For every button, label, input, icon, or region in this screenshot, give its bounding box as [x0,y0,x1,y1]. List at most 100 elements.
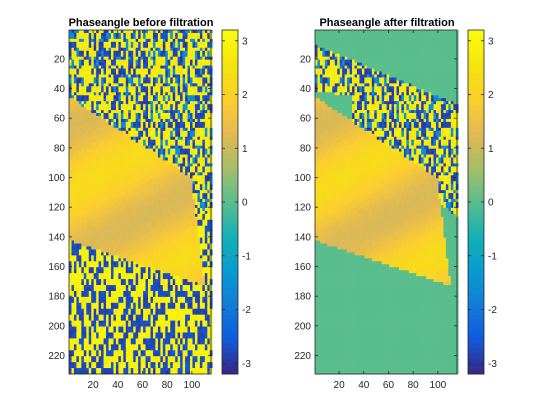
heatmap-cell [106,246,109,250]
heatmap-cell [113,151,117,155]
heatmap-cell [207,89,211,93]
heatmap-cell [182,77,186,81]
heatmap-cell [128,113,132,117]
heatmap-cell [162,234,166,238]
heatmap-cell [204,56,208,60]
heatmap-cell [182,116,186,120]
heatmap-cell [71,273,75,277]
heatmap-cell [204,30,208,34]
heatmap-cell [130,124,134,129]
heatmap-cell [155,35,159,40]
heatmap-cell [96,255,99,259]
heatmap-cell [98,50,102,55]
heatmap-cell [175,142,178,146]
heatmap-cell [108,279,112,283]
heatmap-cell [202,136,206,141]
heatmap-cell [130,181,134,185]
heatmap-cell [185,196,188,200]
heatmap-cell [202,196,206,200]
heatmap-cell [118,255,122,259]
heatmap-cell [120,136,124,141]
heatmap-cell [165,136,169,141]
heatmap-cell [108,222,112,227]
heatmap-cell [135,113,139,117]
heatmap-cell [91,101,94,105]
heatmap-cell [135,92,139,96]
heatmap-cell [145,225,149,229]
heatmap-cell [202,213,206,218]
heatmap-cell [135,77,139,81]
heatmap-cell [148,92,151,96]
heatmap-cell [135,273,139,277]
heatmap-cell [135,83,139,87]
heatmap-cell [172,107,176,111]
heatmap-cell [93,127,97,132]
heatmap-cell [125,121,129,126]
heatmap-cell [180,190,183,194]
heatmap-cell [106,163,109,167]
heatmap-cell [113,202,117,206]
heatmap-cell [128,187,132,191]
heatmap-cell [199,237,203,241]
heatmap-cell [88,80,92,84]
heatmap-cell [157,187,161,191]
heatmap-cell [69,53,72,57]
heatmap-cell [130,154,134,158]
heatmap-cell [138,41,141,46]
heatmap-cell [167,216,171,221]
heatmap-cell [106,258,109,262]
heatmap-cell [69,178,72,182]
heatmap-cell [190,225,193,229]
heatmap-cell [185,41,188,46]
heatmap-cell [115,163,119,167]
heatmap-cell [140,62,144,66]
heatmap-cell [197,187,201,191]
heatmap-cell [165,234,169,238]
heatmap-cell [98,246,102,250]
heatmap-cell [185,273,188,277]
heatmap-cell [185,228,188,232]
heatmap-cell [157,139,161,143]
heatmap-cell [199,175,203,179]
heatmap-cell [143,118,146,123]
heatmap-cell [76,261,80,265]
heatmap-cell [130,187,134,191]
heatmap-cell [202,163,206,167]
heatmap-cell [160,77,164,81]
heatmap-cell [69,157,72,161]
heatmap-cell [157,243,161,247]
heatmap-cell [197,142,201,146]
heatmap-cell [162,178,166,182]
heatmap-cell [143,216,146,221]
heatmap-cell [182,222,186,227]
heatmap-cell [98,80,102,84]
heatmap-cell [207,166,211,170]
heatmap-cell [207,74,211,78]
heatmap-cell [190,166,193,170]
heatmap-cell [133,184,136,188]
heatmap-cell [172,181,176,185]
heatmap-cell [197,101,201,105]
heatmap-cell [160,127,164,132]
heatmap-cell [194,154,198,158]
heatmap-cell [172,77,176,81]
heatmap-cell [185,202,188,206]
heatmap-cell [73,56,77,60]
heatmap-cell [93,148,97,152]
heatmap-cell [130,231,134,235]
heatmap-cell [152,193,156,197]
heatmap-cell [101,222,104,227]
heatmap-cell [86,124,90,129]
heatmap-cell [204,71,208,75]
heatmap-cell [152,86,156,90]
heatmap-cell [96,169,99,173]
heatmap-cell [128,199,132,203]
heatmap-cell [78,56,82,60]
heatmap-cell [133,148,136,152]
heatmap-cell [145,264,149,268]
heatmap-cell [73,190,77,194]
heatmap-cell [103,113,107,117]
heatmap-cell [78,116,82,120]
heatmap-cell [110,225,114,229]
heatmap-cell [71,246,75,250]
